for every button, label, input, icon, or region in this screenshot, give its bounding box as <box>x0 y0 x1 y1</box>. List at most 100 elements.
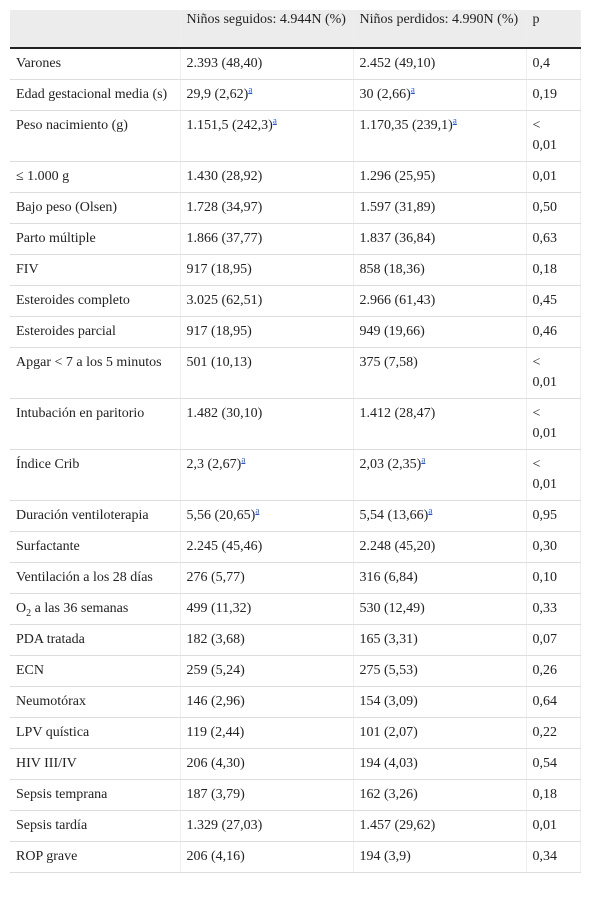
cell-text: 5,56 (20,65) <box>186 508 256 523</box>
data-cell: 0,33 <box>526 593 581 625</box>
table-row: Ventilación a los 28 días 276 (5,77) 316 (… <box>10 562 581 594</box>
data-cell: 101 (2,07) <box>353 717 527 749</box>
footnote-link[interactable]: a <box>272 115 277 126</box>
data-cell: 2.245 (45,46) <box>180 531 354 563</box>
row-label: Edad gestacional media (s) <box>10 79 181 111</box>
footnote-mark: a <box>273 115 277 125</box>
data-cell: 0,4 <box>526 48 581 80</box>
table-row: Neumotórax 146 (2,96) 154 (3,09) 0,64 <box>10 686 581 718</box>
data-cell: 194 (3,9) <box>353 841 527 873</box>
footnote-mark: a <box>421 454 425 464</box>
footnote-mark: a <box>428 505 432 515</box>
data-cell: 375 (7,58) <box>353 347 527 399</box>
cell-text: 30 (2,66) <box>359 87 411 102</box>
data-cell: 165 (3,31) <box>353 624 527 656</box>
data-cell: 949 (19,66) <box>353 316 527 348</box>
data-cell: 316 (6,84) <box>353 562 527 594</box>
data-cell: 0,50 <box>526 192 581 224</box>
data-cell: 1.329 (27,03) <box>180 810 354 842</box>
data-cell: 275 (5,53) <box>353 655 527 687</box>
data-cell: 2,3 (2,67)a <box>180 449 354 501</box>
footnote-link[interactable]: a <box>428 505 433 516</box>
data-cell: 206 (4,30) <box>180 748 354 780</box>
data-table: Niños seguidos: 4.944N (%) Niños perdidos… <box>10 10 581 873</box>
data-cell: 194 (4,03) <box>353 748 527 780</box>
row-label: Sepsis tardía <box>10 810 181 842</box>
row-label: Esteroides parcial <box>10 316 181 348</box>
data-cell: 2,03 (2,35)a <box>353 449 527 501</box>
data-cell: 2.248 (45,20) <box>353 531 527 563</box>
cell-text: 2,3 (2,67) <box>186 457 242 472</box>
row-label: Varones <box>10 48 181 80</box>
data-cell: 0,18 <box>526 254 581 286</box>
data-cell: 1.151,5 (242,3)a <box>180 110 354 162</box>
table-row: Apgar < 7 a los 5 minutos 501 (10,13) 375 … <box>10 347 581 399</box>
row-label: Esteroides completo <box>10 285 181 317</box>
header-cell: p <box>526 10 581 49</box>
row-label: PDA tratada <box>10 624 181 656</box>
row-label: Neumotórax <box>10 686 181 718</box>
footnote-link[interactable]: a <box>241 454 246 465</box>
data-cell: 0,34 <box>526 841 581 873</box>
data-cell: 530 (12,49) <box>353 593 527 625</box>
data-cell: 0,26 <box>526 655 581 687</box>
data-cell: 206 (4,16) <box>180 841 354 873</box>
header-cell: Niños seguidos: 4.944N (%) <box>180 10 354 49</box>
table-row: ROP grave 206 (4,16) 194 (3,9) 0,34 <box>10 841 581 873</box>
data-cell: 1.837 (36,84) <box>353 223 527 255</box>
footnote-mark: a <box>241 454 245 464</box>
footnote-link[interactable]: a <box>421 454 426 465</box>
header-row: Niños seguidos: 4.944N (%) Niños perdidos… <box>10 10 581 49</box>
data-cell: 0,10 <box>526 562 581 594</box>
row-label: Ventilación a los 28 días <box>10 562 181 594</box>
header-cell <box>10 10 181 49</box>
data-cell: < 0,01 <box>526 110 581 162</box>
header-cell: Niños perdidos: 4.990N (%) <box>353 10 527 49</box>
data-cell: 29,9 (2,62)a <box>180 79 354 111</box>
table-row: PDA tratada 182 (3,68) 165 (3,31) 0,07 <box>10 624 581 656</box>
table-row: O2 a las 36 semanas 499 (11,32) 530 (12,49… <box>10 593 581 625</box>
data-cell: 1.430 (28,92) <box>180 161 354 193</box>
footnote-link[interactable]: a <box>410 84 415 95</box>
row-label: HIV III/IV <box>10 748 181 780</box>
data-cell: 0,46 <box>526 316 581 348</box>
data-cell: 1.457 (29,62) <box>353 810 527 842</box>
row-label: LPV quística <box>10 717 181 749</box>
data-cell: 119 (2,44) <box>180 717 354 749</box>
footnote-link[interactable]: a <box>452 115 457 126</box>
data-cell: 499 (11,32) <box>180 593 354 625</box>
cell-text: a las 36 semanas <box>31 601 129 616</box>
data-cell: 0,22 <box>526 717 581 749</box>
data-cell: 1.597 (31,89) <box>353 192 527 224</box>
footnote-mark: a <box>248 84 252 94</box>
row-label: Surfactante <box>10 531 181 563</box>
data-cell: 182 (3,68) <box>180 624 354 656</box>
data-cell: 0,45 <box>526 285 581 317</box>
data-cell: < 0,01 <box>526 347 581 399</box>
cell-text: 1.170,35 (239,1) <box>359 118 453 133</box>
footnote-link[interactable]: a <box>255 505 260 516</box>
data-cell: 5,54 (13,66)a <box>353 500 527 532</box>
data-cell: 1.412 (28,47) <box>353 398 527 450</box>
row-label: Peso nacimiento (g) <box>10 110 181 162</box>
data-cell: 917 (18,95) <box>180 316 354 348</box>
data-cell: 0,01 <box>526 161 581 193</box>
cell-text: 5,54 (13,66) <box>359 508 429 523</box>
data-cell: 501 (10,13) <box>180 347 354 399</box>
footnote-link[interactable]: a <box>248 84 253 95</box>
data-cell: 1.170,35 (239,1)a <box>353 110 527 162</box>
row-label: Bajo peso (Olsen) <box>10 192 181 224</box>
row-label: Apgar < 7 a los 5 minutos <box>10 347 181 399</box>
data-cell: 0,30 <box>526 531 581 563</box>
table-row: Intubación en paritorio 1.482 (30,10) 1.41… <box>10 398 581 450</box>
data-cell: 276 (5,77) <box>180 562 354 594</box>
table-body: Varones 2.393 (48,40) 2.452 (49,10) 0,4 Edad… <box>10 48 581 873</box>
footnote-mark: a <box>453 115 457 125</box>
subscript: 2 <box>26 607 32 619</box>
data-cell: < 0,01 <box>526 449 581 501</box>
table-header: Niños seguidos: 4.944N (%) Niños perdidos… <box>10 10 581 49</box>
table-row: Surfactante 2.245 (45,46) 2.248 (45,20) 0,3… <box>10 531 581 563</box>
row-label: ECN <box>10 655 181 687</box>
data-cell: 259 (5,24) <box>180 655 354 687</box>
